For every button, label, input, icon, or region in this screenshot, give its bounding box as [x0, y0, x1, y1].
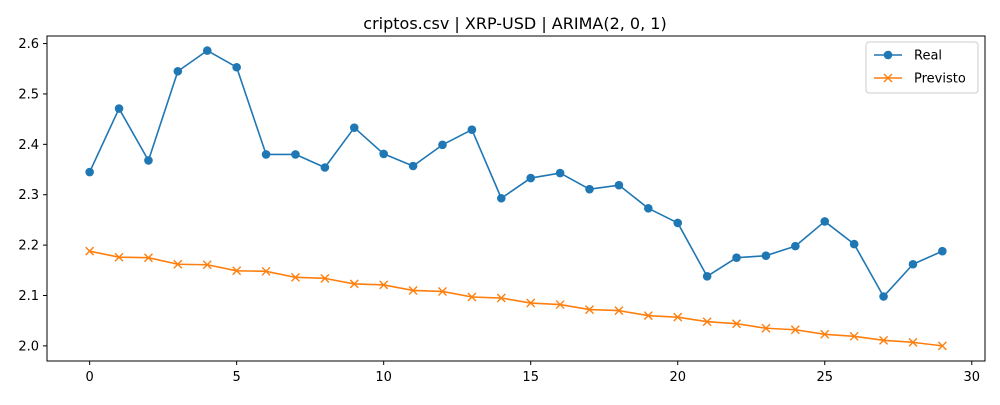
y-tick-label: 2.6: [18, 37, 39, 52]
data-point: [496, 293, 506, 303]
data-point: [526, 298, 536, 308]
series-layer: [85, 46, 947, 351]
data-point: [173, 259, 183, 269]
data-point: [467, 292, 477, 302]
data-point: [673, 312, 683, 322]
y-tick-label: 2.0: [18, 339, 39, 354]
data-point: [585, 184, 594, 194]
data-point: [467, 125, 477, 135]
data-point: [614, 306, 624, 316]
data-point: [702, 317, 712, 327]
legend-item-real: Real: [874, 49, 942, 64]
series-previsto: [85, 246, 947, 351]
legend-item-previsto: Previsto: [874, 72, 966, 87]
data-point: [908, 337, 918, 347]
data-point: [320, 163, 330, 172]
data-point: [879, 335, 889, 345]
legend-marker: [883, 50, 893, 60]
legend-marker: [883, 73, 893, 83]
data-point: [761, 323, 771, 333]
legend-label: Previsto: [914, 72, 966, 87]
y-tick-label: 2.2: [18, 239, 39, 254]
data-point: [702, 272, 712, 281]
data-point: [644, 204, 653, 213]
series-real: [85, 46, 947, 301]
data-point: [820, 329, 830, 339]
y-tick-label: 2.1: [18, 289, 39, 304]
data-point: [290, 272, 300, 282]
data-point: [232, 62, 241, 72]
data-point: [732, 319, 742, 329]
data-point: [173, 66, 183, 76]
data-point: [143, 253, 153, 263]
data-point: [408, 161, 418, 171]
data-point: [408, 285, 418, 295]
data-point: [114, 104, 124, 113]
data-point: [555, 168, 565, 178]
data-point: [202, 46, 212, 55]
data-point: [85, 167, 94, 177]
data-point: [496, 193, 506, 203]
x-tick-label: 15: [522, 370, 539, 385]
x-tick-label: 10: [375, 370, 392, 385]
data-point: [791, 241, 800, 251]
data-point: [379, 280, 389, 290]
data-point: [291, 150, 300, 159]
data-point: [202, 260, 212, 270]
data-point: [379, 149, 388, 159]
data-point: [261, 266, 271, 276]
data-point: [849, 239, 859, 249]
data-point: [232, 266, 242, 276]
data-point: [908, 259, 918, 269]
data-point: [114, 252, 124, 262]
axes: 0 5 10 15 20 25 30 2.0 2.1 2.2 2.3 2.4 2.5 2.6: [18, 35, 986, 385]
data-point: [585, 305, 595, 315]
data-point: [85, 246, 95, 256]
data-point: [643, 311, 653, 321]
data-point: [938, 246, 947, 256]
data-point: [261, 150, 271, 159]
x-tick-label: 0: [85, 370, 93, 385]
data-point: [761, 251, 771, 260]
y-tick-label: 2.3: [18, 188, 39, 203]
y-tick-label: 2.4: [18, 138, 39, 153]
x-tick-label: 25: [816, 370, 833, 385]
data-point: [437, 286, 447, 296]
data-point: [673, 218, 683, 228]
data-point: [790, 325, 800, 335]
series-line-previsto: [89, 250, 943, 347]
data-point: [820, 217, 830, 226]
data-point: [614, 180, 624, 190]
legend: Real Previsto: [865, 41, 979, 94]
data-point: [526, 173, 536, 183]
data-point: [349, 123, 359, 133]
data-point: [555, 300, 565, 310]
data-point: [320, 273, 330, 283]
data-point: [732, 253, 741, 263]
legend-label: Real: [914, 49, 942, 64]
data-point: [349, 279, 359, 289]
x-tick-label: 20: [669, 370, 686, 385]
data-point: [849, 331, 859, 341]
data-point: [438, 140, 447, 150]
series-line-real: [88, 49, 943, 298]
data-point: [144, 156, 153, 165]
x-tick-label: 5: [233, 370, 241, 385]
data-point: [937, 341, 947, 351]
plot-frame: [46, 35, 986, 362]
x-tick-label: 30: [963, 370, 980, 385]
chart-title: criptos.csv | XRP-USD | ARIMA(2, 0, 1): [363, 14, 666, 33]
data-point: [879, 292, 888, 301]
y-tick-label: 2.5: [18, 87, 39, 102]
